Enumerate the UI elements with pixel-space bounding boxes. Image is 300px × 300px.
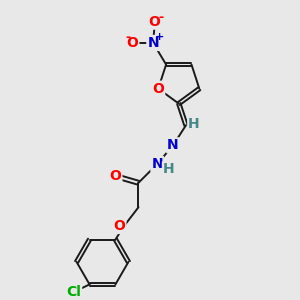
- Text: N: N: [147, 36, 159, 50]
- Text: O: O: [113, 219, 125, 233]
- Text: -: -: [125, 31, 130, 44]
- Text: H: H: [188, 117, 200, 131]
- Text: O: O: [152, 82, 164, 96]
- Text: N: N: [152, 157, 163, 171]
- Text: H: H: [163, 162, 175, 176]
- Text: O: O: [148, 15, 160, 28]
- Text: Cl: Cl: [66, 285, 81, 299]
- Text: -: -: [158, 11, 164, 23]
- Text: O: O: [110, 169, 122, 183]
- Text: +: +: [155, 32, 164, 42]
- Text: O: O: [127, 36, 138, 50]
- Text: N: N: [167, 138, 179, 152]
